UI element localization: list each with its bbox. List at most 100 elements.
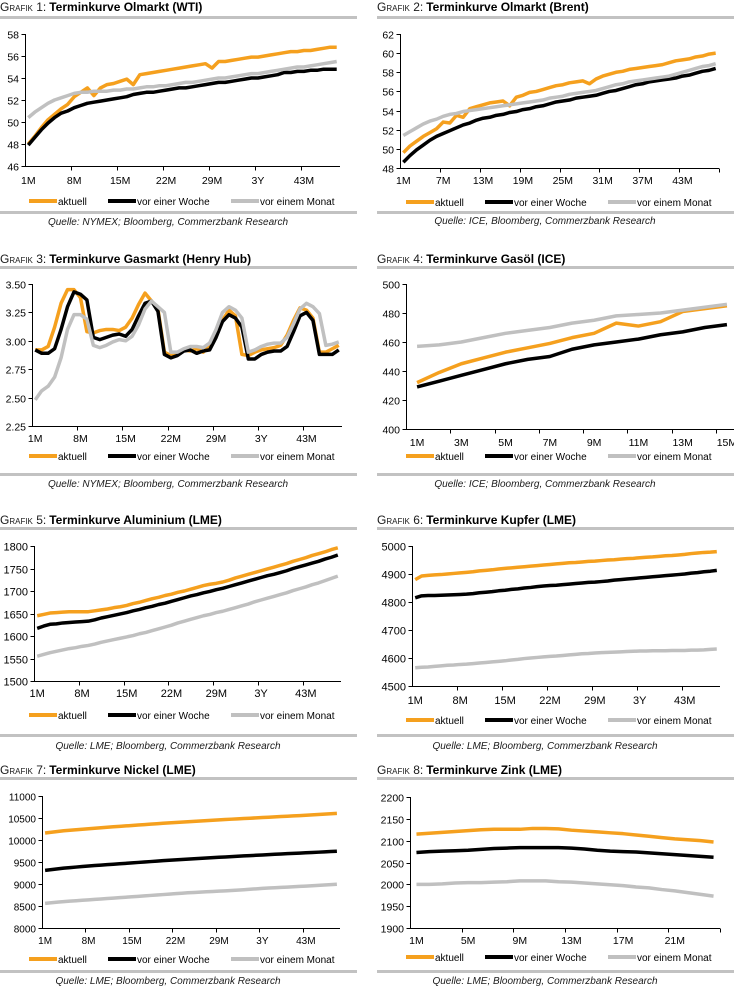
series-line-aktuell [44,811,338,835]
black-line-swatch-icon [108,454,136,459]
chart-panel-gasoil: Grafik 4: Terminkurve Gasöl (ICE) 500 480 4… [377,251,734,496]
footer-rule [377,473,734,476]
legend-item-vor-einem-monat: vor einem Monat [231,955,334,967]
x-tick-label: 37M [632,175,652,187]
x-tick-label: 8M [82,936,96,947]
y-tick-label: 62 [382,29,394,41]
x-tick-label: 15M [110,175,130,187]
legend: aktuell vor einer Woche vor einem Monat [0,955,357,967]
x-tick-label: 22M [166,936,185,947]
black-line-swatch-icon [108,957,136,962]
chart-heading: Grafik 2: Terminkurve Olmarkt (Brent) [377,0,589,14]
y-tick-label: 46 [7,161,19,173]
legend-label: vor einem Monat [637,716,712,727]
series-line-vor-einem-monat [402,61,717,137]
x-tick-label: 1M [28,433,43,445]
legend-label: aktuell [435,953,464,964]
x-tick-label: 43M [672,175,692,187]
legend-label: vor einer Woche [137,452,210,463]
title-rule [0,266,357,269]
legend-label: vor einer Woche [514,452,587,463]
x-tick-label: 9M [512,935,527,947]
black-line-swatch-icon [108,713,136,718]
series-line-vor-einer-woche [26,67,337,147]
chart-panel-kupfer: Grafik 6: Terminkurve Kupfer (LME) 5000 49… [377,513,734,758]
x-tick-label: 22M [161,433,181,445]
source-note: Quelle: LME; Bloomberg, Commerzbank Rese… [432,976,658,987]
orange-line-swatch-icon [29,454,57,459]
legend-item-vor-einem-monat: vor einem Monat [231,197,334,209]
figure-label: Grafik 4: [377,252,424,266]
legend: aktuell vor einer Woche vor einem Monat [377,716,734,728]
legend-item-vor-einer-woche: vor einer Woche [485,953,587,965]
legend-label: vor einer Woche [514,953,587,964]
figure-label: Grafik 1: [0,0,47,14]
x-tick-label: 1M [30,688,45,700]
footer-rule [0,970,357,973]
chart-title: Terminkurve Kupfer (LME) [426,513,577,527]
legend-item-vor-einer-woche: vor einer Woche [108,197,210,209]
x-tick-label: 5M [461,935,476,947]
series-line-vor-einer-woche [34,290,340,361]
x-tick-label: 1M [408,695,423,707]
y-tick-label: 3.25 [6,307,27,319]
series-line-aktuell [402,51,716,154]
y-tick-label: 54 [382,106,394,118]
x-tick-label: 31M [592,175,612,187]
gray-line-swatch-icon [608,955,636,960]
x-tick-label: 43M [296,433,316,445]
legend: aktuell vor einer Woche vor einem Monat [0,711,357,723]
y-tick-label: 4600 [382,653,406,665]
legend-item-aktuell: aktuell [29,452,87,464]
black-line-swatch-icon [485,955,513,960]
series-line-aktuell [416,304,728,385]
chart-heading: Grafik 3: Terminkurve Gasmarkt (Henry Hub… [0,252,251,266]
x-tick-label: 43M [295,688,316,700]
y-tick-label: 50 [382,144,394,156]
x-tick-label: 19M [513,175,533,187]
x-tick-label: 1M [21,175,36,187]
legend-item-vor-einem-monat: vor einem Monat [608,953,711,965]
gray-line-swatch-icon [231,454,259,459]
source-note: Quelle: LME; Bloomberg, Commerzbank Rese… [55,741,281,752]
y-tick-label: 50 [7,117,19,129]
x-tick-label: 8M [73,433,88,445]
chart-title: Terminkurve Nickel (LME) [49,763,196,777]
y-tick-label: 4700 [382,625,406,637]
title-rule [0,526,357,530]
series-line-vor-einer-woche [44,849,337,873]
legend-item-vor-einem-monat: vor einem Monat [608,198,711,210]
gray-line-swatch-icon [608,454,636,459]
series-line-vor-einem-monat [33,299,340,401]
legend-label: vor einer Woche [137,197,210,208]
legend-label: vor einer Woche [137,955,210,966]
legend-label: vor einem Monat [637,452,712,463]
line-chart: 500 480 460 440 420 400 1M 3M 5M 7M 9M 11M 13M 15M [382,279,734,449]
chart-title: Terminkurve Olmarkt (Brent) [426,0,589,14]
title-rule [377,266,734,269]
footer-rule [0,473,357,476]
legend-item-vor-einem-monat: vor einem Monat [231,452,334,464]
x-tick-label: 5M [498,437,513,449]
x-tick-label: 29M [206,433,226,445]
legend-item-vor-einem-monat: vor einem Monat [608,452,711,464]
gray-line-swatch-icon [231,199,259,204]
chart-heading: Grafik 1: Terminkurve Olmarkt (WTI) [0,0,202,14]
legend-item-vor-einem-monat: vor einem Monat [231,711,334,723]
title-rule [377,16,734,19]
y-tick-label: 11000 [9,792,37,803]
chart-panel-henry-hub: Grafik 3: Terminkurve Gasmarkt (Henry Hub… [0,251,357,496]
black-line-swatch-icon [485,200,513,205]
legend: aktuell vor einer Woche vor einem Monat [0,197,357,209]
y-tick-label: 52 [382,125,394,137]
chart-heading: Grafik 6: Terminkurve Kupfer (LME) [377,513,576,527]
legend: aktuell vor einer Woche vor einem Monat [377,953,734,965]
y-tick-label: 60 [382,48,394,60]
x-tick-label: 3Y [256,936,269,947]
chart-panel-nickel: Grafik 7: Terminkurve Nickel (LME) 11000 1… [0,763,357,1008]
gray-line-swatch-icon [231,957,259,962]
y-tick-label: 420 [382,395,400,407]
figure-label: Grafik 5: [0,513,47,527]
legend-label: vor einer Woche [514,716,587,727]
